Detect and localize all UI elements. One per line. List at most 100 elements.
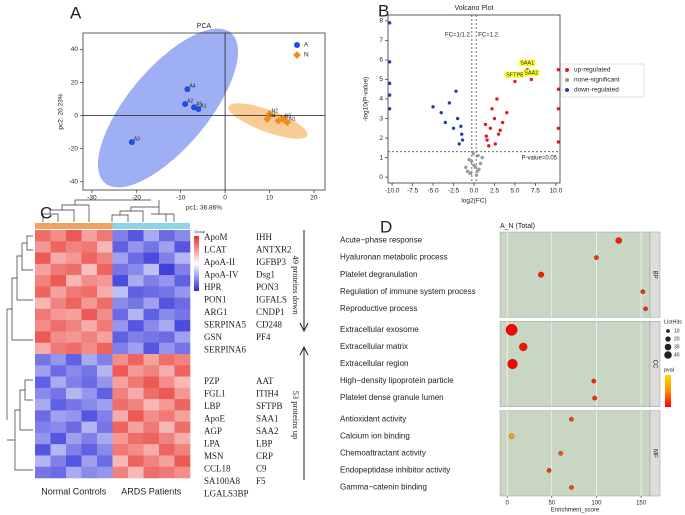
x-tick-label: -5.0	[427, 188, 439, 195]
protein-label: Dsg1	[256, 270, 275, 280]
point	[439, 110, 443, 115]
point-label: N4	[269, 113, 276, 119]
heatmap-cell	[50, 354, 67, 366]
y-tick-label: 5	[379, 76, 383, 83]
heatmap-cell	[159, 421, 175, 434]
heatmap-cell	[112, 444, 129, 456]
heatmap-cell	[97, 331, 113, 344]
panel-label: B	[378, 1, 389, 20]
heatmap-cell	[174, 331, 191, 344]
category-label: Chemoattractant activity	[340, 448, 426, 457]
protein-label: AAT	[256, 376, 274, 386]
legend-label: up-regulated	[574, 67, 611, 74]
facet-panel	[499, 231, 651, 318]
heatmap-cell	[159, 263, 175, 276]
dot	[594, 255, 599, 260]
point	[492, 116, 497, 121]
heatmap-cell	[50, 365, 67, 377]
heatmap-cell	[66, 320, 82, 332]
x-axis-label: log2(FC)	[461, 198, 486, 205]
heatmap-cell	[50, 387, 67, 400]
protein-label: ApoE	[204, 414, 225, 424]
heatmap-cell	[97, 263, 113, 276]
legend-dot	[665, 336, 671, 342]
heatmap-cell	[81, 241, 98, 253]
heatmap-cell	[112, 241, 129, 253]
protein-label: LGALS3BP	[204, 489, 249, 499]
protein-label: ApoA-IV	[204, 270, 239, 280]
heatmap-cell	[112, 297, 129, 310]
protein-label: SAA1	[256, 414, 279, 424]
heatmap-cell	[174, 354, 191, 366]
point	[469, 171, 473, 175]
dot	[592, 395, 597, 401]
category-label: High−density lipoprotein particle	[340, 376, 454, 385]
point	[278, 115, 287, 123]
heatmap-cell	[50, 410, 67, 422]
heatmap-cell	[143, 432, 160, 445]
dot	[507, 358, 518, 370]
heatmap-cell	[174, 455, 191, 468]
y-tick-label: 0	[379, 174, 383, 181]
heatmap-cell	[112, 365, 129, 377]
category-label: Hyaluronan metabolic process	[340, 253, 448, 262]
protein-label: CRP	[256, 451, 273, 461]
heatmap-cell	[35, 331, 51, 344]
point	[505, 110, 509, 115]
heatmap-cell	[35, 399, 51, 411]
group-label: ARDS Patients	[121, 486, 182, 496]
heatmap-cell	[174, 308, 191, 321]
protein-label: PON1	[204, 295, 227, 305]
legend-title: ListHits	[664, 319, 682, 325]
protein-label: SAA2	[256, 426, 279, 436]
protein-label: CCL18	[204, 464, 231, 474]
dot	[558, 450, 564, 456]
legend-label: down-regulated	[574, 87, 619, 94]
legend-label: none-significant	[574, 77, 620, 84]
label-highlight	[504, 71, 525, 78]
heatmap-cell	[174, 320, 191, 332]
point	[457, 142, 461, 146]
y-tick-label: -40	[69, 178, 79, 185]
point	[387, 21, 392, 25]
heatmap-cell	[50, 241, 67, 253]
heatmap-cell	[174, 365, 191, 377]
point	[490, 107, 494, 111]
heatmap-cell	[112, 376, 129, 389]
protein-label: SERPINA5	[204, 320, 247, 330]
protein-label: LBP	[204, 401, 221, 411]
protein-label: ANTXR2	[256, 245, 292, 255]
category-label: Endopeptidase inhibitor activity	[340, 466, 450, 475]
heatmap-cell	[97, 399, 113, 411]
heatmap-cell	[112, 275, 129, 287]
heatmap-cell	[128, 365, 144, 377]
category-label: Platelet dense granule lumen	[340, 393, 444, 402]
heatmap-cell	[128, 444, 144, 456]
heatmap-cell	[143, 444, 160, 456]
heatmap-cell	[81, 252, 98, 265]
heatmap-cell	[66, 342, 82, 355]
point	[487, 144, 491, 148]
heatmap-cell	[66, 365, 82, 377]
heatmap-cell	[35, 286, 51, 298]
category-label: Extracellular exosome	[340, 325, 419, 334]
heatmap-cell	[66, 308, 82, 321]
heatmap-cell	[81, 286, 98, 298]
heatmap-cell	[66, 399, 82, 411]
protein-label: CD248	[256, 320, 283, 330]
heatmap-cell	[81, 421, 98, 434]
heatmap-cell	[112, 331, 129, 344]
heatmap-cell	[50, 252, 67, 265]
heatmap-cell	[50, 466, 67, 479]
heatmap-cell	[35, 466, 51, 479]
category-label: Extracellular region	[340, 359, 408, 368]
heatmap-cell	[128, 432, 144, 445]
heatmap-cell	[128, 376, 144, 389]
heatmap-cell	[66, 297, 82, 310]
legend-label: 10	[674, 328, 680, 334]
label-highlight	[523, 69, 540, 76]
heatmap-cell	[174, 410, 191, 422]
heatmap-cell	[81, 410, 98, 422]
heatmap-cell	[159, 320, 175, 332]
protein-label: SA100A8	[204, 476, 241, 486]
